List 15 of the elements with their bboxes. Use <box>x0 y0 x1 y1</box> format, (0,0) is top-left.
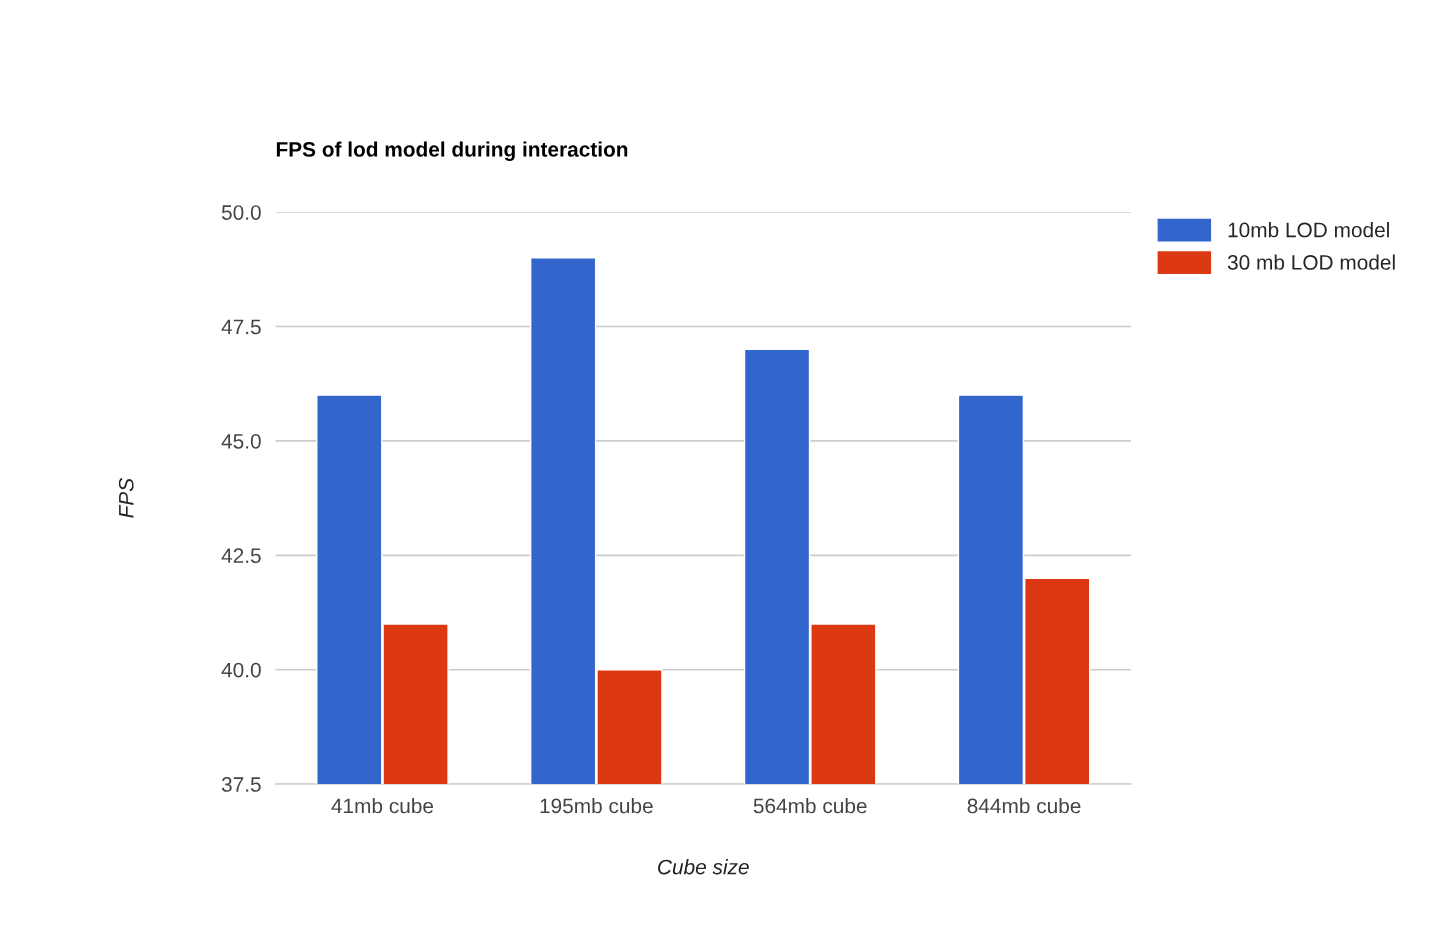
y-tick-label: 37.5 <box>221 777 261 792</box>
chart-title: FPS of lod model during interaction <box>276 141 628 161</box>
y-axis-title: FPS <box>118 478 134 518</box>
y-tick-label: 50.0 <box>221 205 261 220</box>
y-tick-label: 40.0 <box>221 662 261 678</box>
x-tick-label: 564mb cube <box>753 798 867 814</box>
y-tick-label: 47.5 <box>221 319 261 335</box>
y-tick-label: 45.0 <box>221 433 261 449</box>
x-tick-label: 195mb cube <box>540 798 653 814</box>
x-axis-title: Cube size <box>658 859 749 875</box>
legend-label: 10mb LOD model <box>1228 222 1389 238</box>
x-tick-label: 41mb cube <box>331 798 434 814</box>
y-tick-label: 42.5 <box>221 548 261 564</box>
legend-label: 30 mb LOD model <box>1227 254 1395 270</box>
x-tick-label: 844mb cube <box>967 798 1081 814</box>
